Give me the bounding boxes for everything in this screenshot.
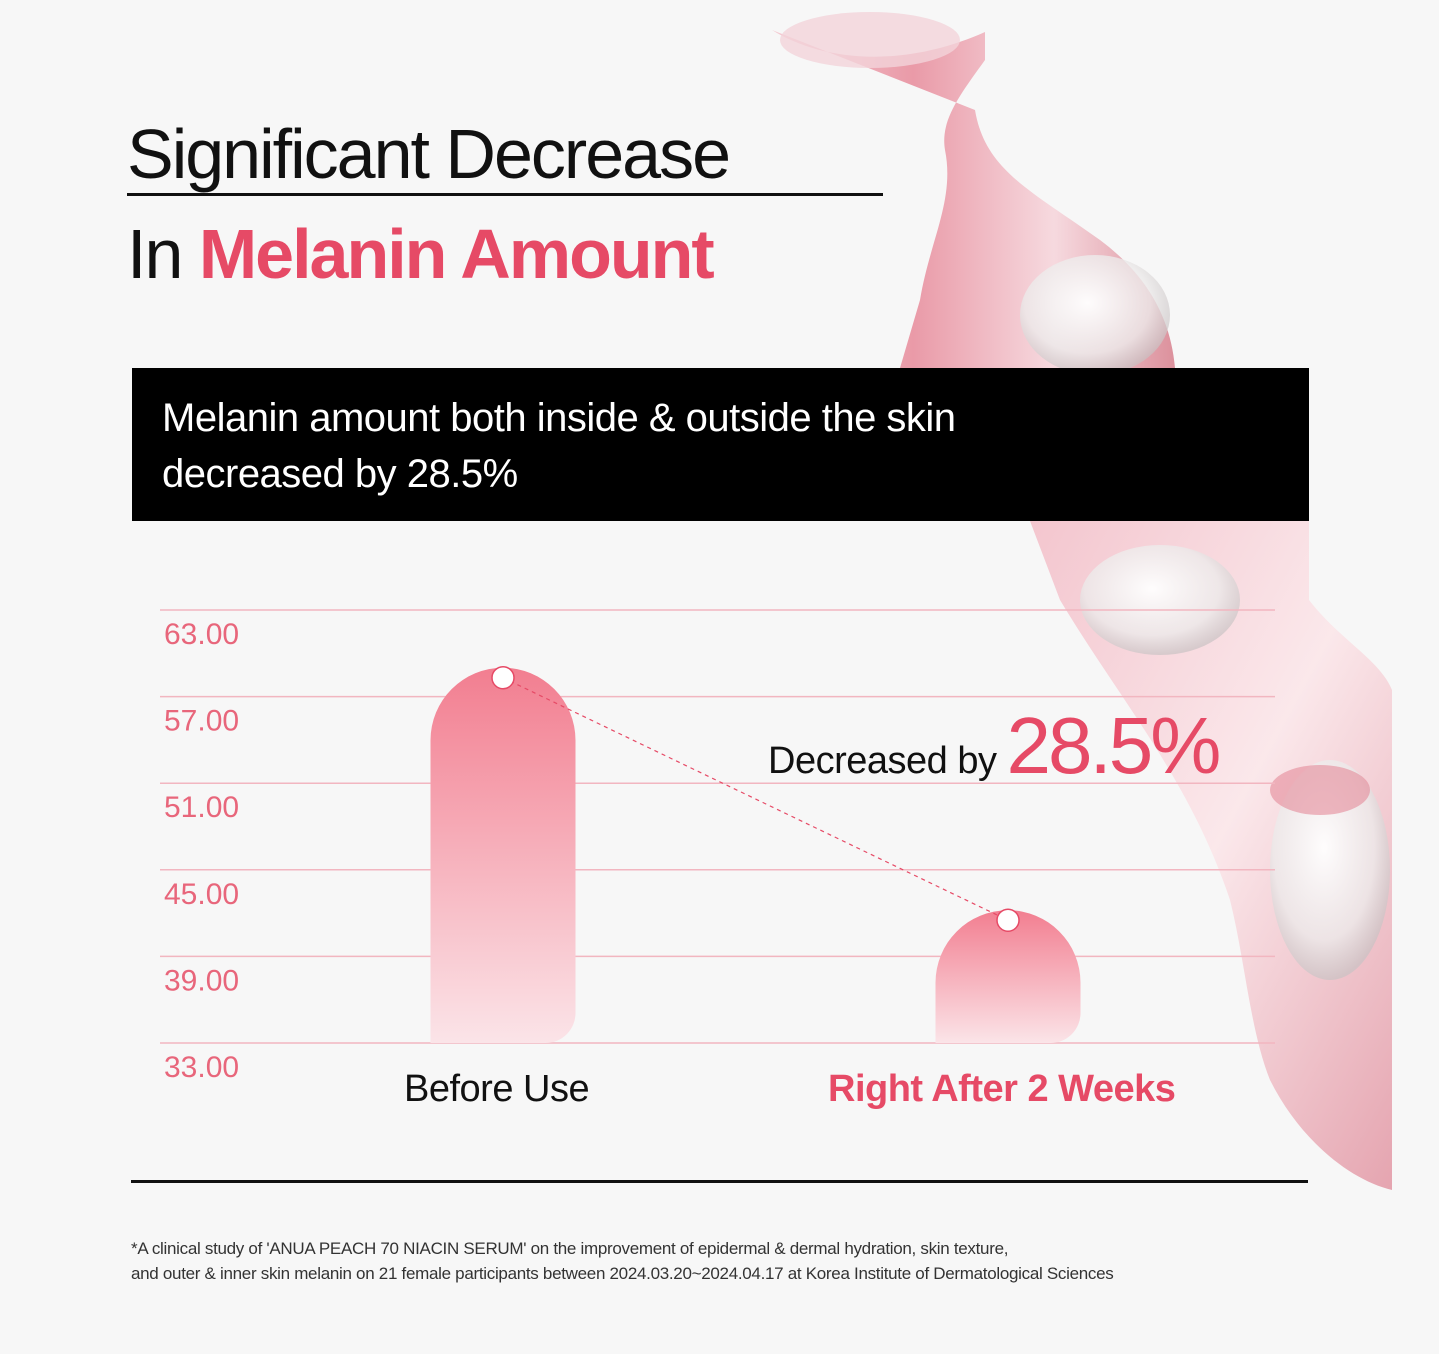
data-point-0 (491, 665, 515, 690)
y-tick-label: 51.00 (164, 791, 239, 824)
category-label-after: Right After 2 Weeks (828, 1068, 1176, 1110)
title-underline (127, 193, 883, 196)
category-label-before: Before Use (404, 1068, 590, 1110)
y-tick-label: 57.00 (164, 705, 239, 738)
data-point-1 (996, 908, 1020, 932)
page-title-line2: In Melanin Amount (127, 212, 715, 296)
bar-1 (935, 910, 1081, 1043)
summary-banner: Melanin amount both inside & outside the… (132, 368, 1309, 521)
decrease-value: 28.5% (1006, 701, 1222, 790)
y-tick-label: 45.00 (164, 878, 239, 911)
footnote: *A clinical study of 'ANUA PEACH 70 NIAC… (131, 1236, 1331, 1286)
y-tick-label: 63.00 (164, 618, 239, 651)
decrease-prefix: Decreased by (768, 740, 997, 782)
decrease-annotation: Decreased by 28.5% (768, 700, 1222, 792)
bar-0 (430, 667, 576, 1043)
footnote-line1: *A clinical study of 'ANUA PEACH 70 NIAC… (131, 1239, 1009, 1258)
title-prefix: In (127, 215, 183, 293)
footnote-line2: and outer & inner skin melanin on 21 fem… (131, 1264, 1114, 1283)
title-accent: Melanin Amount (198, 215, 715, 293)
bottom-divider (131, 1180, 1308, 1183)
banner-line2: decreased by 28.5% (162, 452, 518, 496)
y-tick-label: 33.00 (164, 1051, 239, 1084)
y-tick-label: 39.00 (164, 964, 239, 997)
page-title-line1: Significant Decrease (127, 115, 731, 193)
trend-dashed-line (502, 677, 1009, 921)
banner-line1: Melanin amount both inside & outside the… (162, 396, 956, 440)
